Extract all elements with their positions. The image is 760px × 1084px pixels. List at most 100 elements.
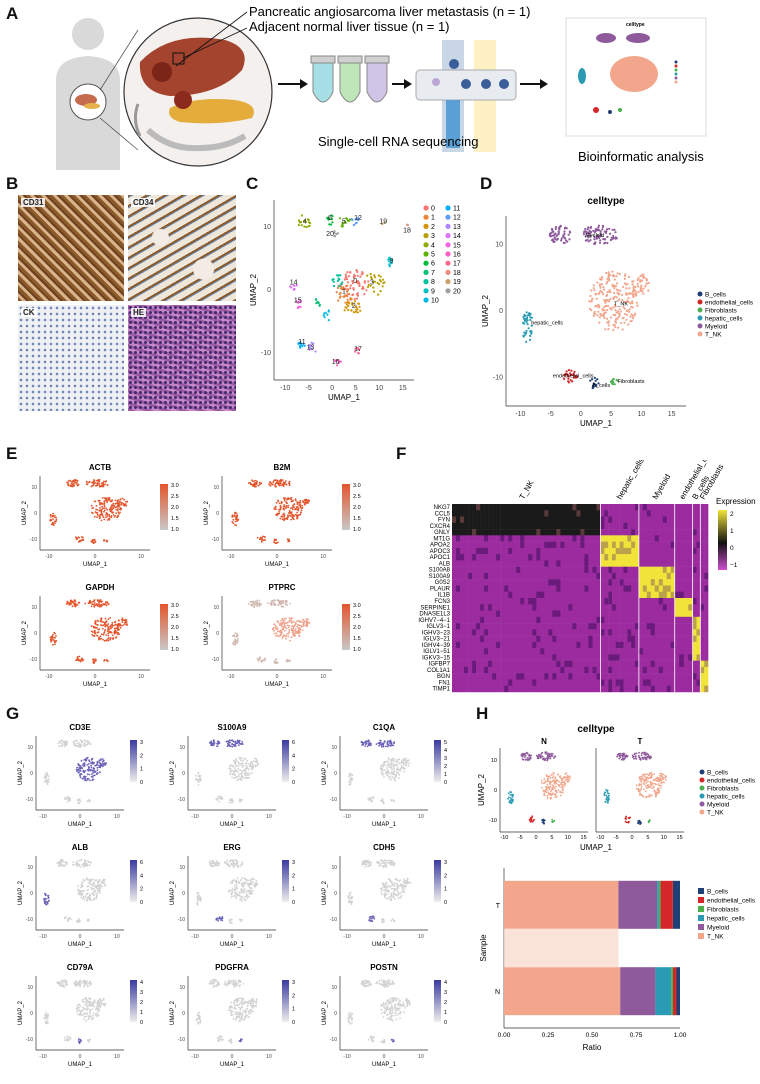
heatmap-cell [576,635,581,643]
legend-swatch [423,223,429,229]
heatmap-gene-label: IGFBP7 [429,662,451,668]
umap-point [99,506,101,509]
umap-point [217,741,220,744]
heatmap-cell [572,604,577,611]
heatmap-cell [476,623,481,630]
umap-point [623,277,626,280]
umap-point [233,634,236,636]
heatmap-cell [460,685,465,693]
umap-point [231,776,233,779]
heatmap-cell [536,504,541,511]
feature-gene-title: CD3E [69,723,91,732]
heatmap-cell [564,685,569,693]
heatmap-cell [540,654,545,661]
heatmap-cell [696,572,701,580]
heatmap-cell [564,529,569,536]
heatmap-cell [472,566,477,574]
umap-point [234,512,237,515]
heatmap-cell [638,579,644,586]
umap-point [93,600,95,603]
heatmap-cell [564,666,569,674]
heatmap-cell [540,660,545,668]
heatmap-cell [658,560,664,567]
heatmap-cell [592,541,597,549]
heatmap-cell [700,529,705,536]
umap-point [253,483,255,486]
heatmap-cell [704,604,709,611]
heatmap-cell [638,666,644,674]
heatmap-cell [524,685,529,693]
heatmap-cell [512,685,517,693]
heatmap-cell [560,629,565,636]
umap-point [299,221,303,224]
legend-label: 7 [431,270,435,277]
heatmap-cell [576,629,581,636]
heatmap-cell [596,623,601,630]
x-tick-label: 5 [354,385,358,392]
heatmap-cell [572,510,577,517]
umap-point [85,483,88,486]
umap-point [253,602,255,605]
heatmap-cell [492,604,497,611]
heatmap-cell [504,579,509,586]
heatmap-cell [635,547,640,555]
umap-point [337,361,340,364]
heatmap-cell [662,504,668,511]
heatmap-cell [642,641,648,649]
heatmap-cell [556,541,561,549]
umap-point [97,599,99,602]
umap-point [105,762,108,765]
heatmap-cell [588,635,593,643]
heatmap-cell [615,572,620,580]
umap-point [303,225,306,228]
umap-point [107,634,110,637]
heatmap-cell [674,554,680,561]
heatmap-cell [700,535,705,542]
arrow-icon [392,79,412,89]
umap-point [274,658,277,661]
umap-point [252,480,255,483]
umap-point [241,771,244,773]
heatmap-cell [540,504,545,511]
heatmap-cell [560,685,565,693]
heatmap-cell [700,554,705,561]
umap-point [249,482,252,485]
umap-point [53,631,56,634]
heatmap-cell [688,648,693,655]
umap-point [296,516,299,519]
heatmap-cell [670,572,675,580]
heatmap-cell [496,635,501,643]
umap-point [350,218,353,221]
heatmap-cell [679,679,684,686]
umap-point [273,479,275,482]
heatmap-cell [560,660,565,668]
heatmap-cell [596,666,601,674]
heatmap-cell [472,666,477,674]
umap-point [339,295,342,298]
heatmap-cell [600,554,605,561]
heatmap-cell [612,547,617,555]
umap-point [86,777,89,780]
umap-point [348,293,351,296]
heatmap-cell [619,623,624,630]
umap-point [345,285,348,288]
umap-point [529,334,532,337]
umap-point [77,769,79,772]
umap-point [232,522,235,524]
heatmap-cell [604,516,609,523]
umap-point [74,744,77,747]
heatmap-cell [580,635,585,643]
heatmap-cell [472,591,477,599]
ihc-tile-he: HE [128,305,236,411]
heatmap-cell [612,591,617,599]
y-tick-label: 10 [213,605,219,611]
heatmap-cell [524,591,529,599]
umap-point [275,514,278,517]
heatmap-cell [584,641,589,649]
heatmap-cell [500,522,505,530]
heatmap-cell [488,635,493,643]
umap-point [43,776,46,779]
heatmap-cell [560,566,565,574]
heatmap-cell [532,585,537,592]
heatmap-cell [480,522,485,530]
